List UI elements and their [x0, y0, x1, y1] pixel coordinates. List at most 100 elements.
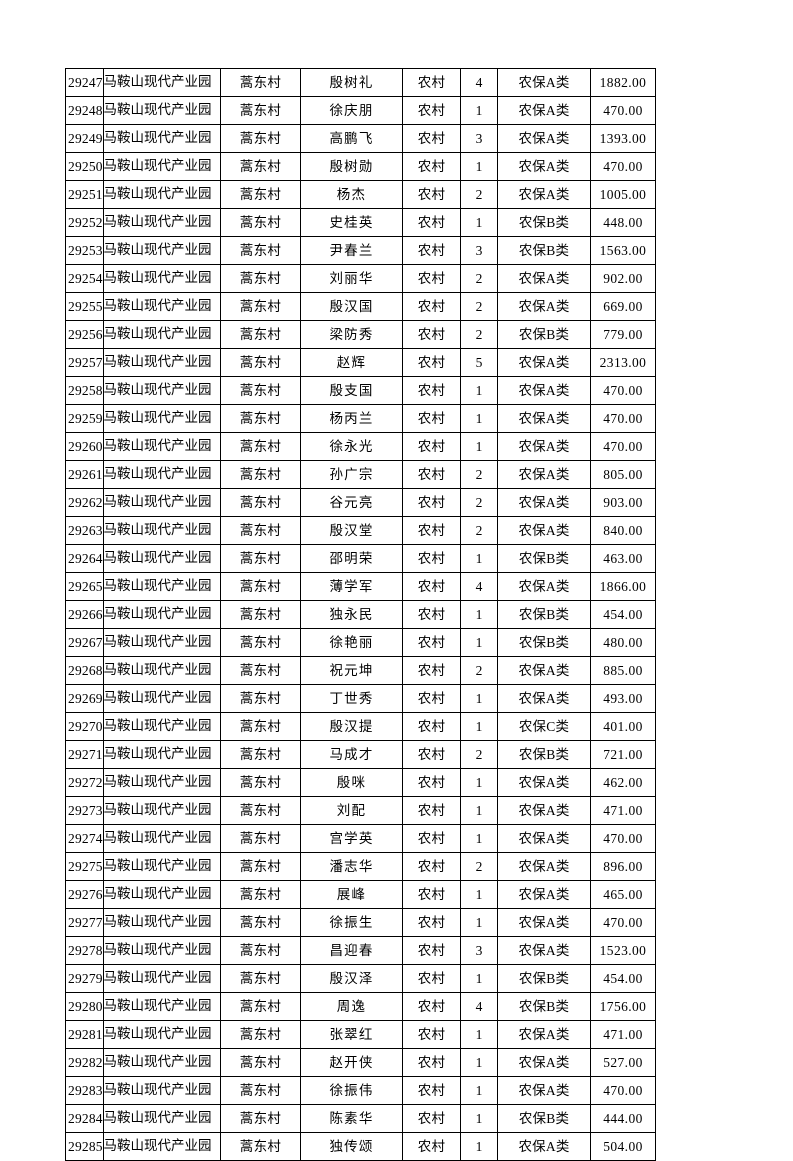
cell-person-name[interactable]: 徐艳丽: [300, 628, 403, 657]
table-row[interactable]: 29253州马鞍山现代产业园蒿东村尹春兰农村3农保B类1563.00: [65, 236, 656, 265]
cell-person-name[interactable]: 刘配: [300, 796, 403, 825]
cell-amount[interactable]: 527.00: [590, 1048, 656, 1077]
cell-insurance-category[interactable]: 农保B类: [497, 320, 591, 349]
table-row[interactable]: 29265州马鞍山现代产业园蒿东村薄学军农村4农保A类1866.00: [65, 572, 656, 601]
cell-serial-number[interactable]: 29282: [65, 1048, 104, 1077]
cell-amount[interactable]: 504.00: [590, 1132, 656, 1161]
cell-amount[interactable]: 805.00: [590, 460, 656, 489]
cell-amount[interactable]: 470.00: [590, 824, 656, 853]
table-row[interactable]: 29267州马鞍山现代产业园蒿东村徐艳丽农村1农保B类480.00: [65, 628, 656, 657]
cell-organization[interactable]: 州马鞍山现代产业园: [103, 208, 221, 237]
cell-organization[interactable]: 州马鞍山现代产业园: [103, 768, 221, 797]
cell-insurance-category[interactable]: 农保A类: [497, 768, 591, 797]
cell-village[interactable]: 蒿东村: [220, 544, 301, 573]
cell-village[interactable]: 蒿东村: [220, 1076, 301, 1105]
table-row[interactable]: 29275州马鞍山现代产业园蒿东村潘志华农村2农保A类896.00: [65, 852, 656, 881]
cell-person-count[interactable]: 2: [460, 852, 498, 881]
cell-amount[interactable]: 840.00: [590, 516, 656, 545]
table-row[interactable]: 29248州马鞍山现代产业园蒿东村徐庆朋农村1农保A类470.00: [65, 96, 656, 125]
cell-organization[interactable]: 州马鞍山现代产业园: [103, 544, 221, 573]
cell-serial-number[interactable]: 29278: [65, 936, 104, 965]
cell-village[interactable]: 蒿东村: [220, 1132, 301, 1161]
cell-amount[interactable]: 470.00: [590, 404, 656, 433]
cell-amount[interactable]: 471.00: [590, 796, 656, 825]
cell-amount[interactable]: 1866.00: [590, 572, 656, 601]
cell-village[interactable]: 蒿东村: [220, 68, 301, 97]
table-row[interactable]: 29251州马鞍山现代产业园蒿东村杨杰农村2农保A类1005.00: [65, 180, 656, 209]
cell-serial-number[interactable]: 29252: [65, 208, 104, 237]
cell-household-type[interactable]: 农村: [402, 656, 461, 685]
cell-organization[interactable]: 州马鞍山现代产业园: [103, 1132, 221, 1161]
cell-household-type[interactable]: 农村: [402, 404, 461, 433]
cell-village[interactable]: 蒿东村: [220, 656, 301, 685]
cell-village[interactable]: 蒿东村: [220, 572, 301, 601]
cell-person-name[interactable]: 马成才: [300, 740, 403, 769]
table-row[interactable]: 29262州马鞍山现代产业园蒿东村谷元亮农村2农保A类903.00: [65, 488, 656, 517]
cell-amount[interactable]: 462.00: [590, 768, 656, 797]
cell-household-type[interactable]: 农村: [402, 1104, 461, 1133]
cell-organization[interactable]: 州马鞍山现代产业园: [103, 124, 221, 153]
cell-amount[interactable]: 1882.00: [590, 68, 656, 97]
cell-village[interactable]: 蒿东村: [220, 824, 301, 853]
cell-insurance-category[interactable]: 农保A类: [497, 908, 591, 937]
cell-person-count[interactable]: 4: [460, 992, 498, 1021]
cell-person-count[interactable]: 1: [460, 376, 498, 405]
cell-insurance-category[interactable]: 农保B类: [497, 600, 591, 629]
cell-organization[interactable]: 州马鞍山现代产业园: [103, 880, 221, 909]
cell-person-count[interactable]: 1: [460, 880, 498, 909]
cell-person-name[interactable]: 高鹏飞: [300, 124, 403, 153]
cell-person-count[interactable]: 1: [460, 208, 498, 237]
cell-village[interactable]: 蒿东村: [220, 712, 301, 741]
cell-person-name[interactable]: 刘丽华: [300, 264, 403, 293]
cell-household-type[interactable]: 农村: [402, 460, 461, 489]
cell-household-type[interactable]: 农村: [402, 516, 461, 545]
cell-amount[interactable]: 465.00: [590, 880, 656, 909]
cell-household-type[interactable]: 农村: [402, 68, 461, 97]
cell-person-count[interactable]: 1: [460, 712, 498, 741]
cell-serial-number[interactable]: 29249: [65, 124, 104, 153]
cell-village[interactable]: 蒿东村: [220, 460, 301, 489]
cell-person-name[interactable]: 殷汉堂: [300, 516, 403, 545]
cell-serial-number[interactable]: 29256: [65, 320, 104, 349]
cell-person-count[interactable]: 2: [460, 460, 498, 489]
table-row[interactable]: 29280州马鞍山现代产业园蒿东村周逸农村4农保B类1756.00: [65, 992, 656, 1021]
cell-village[interactable]: 蒿东村: [220, 740, 301, 769]
table-row[interactable]: 29273州马鞍山现代产业园蒿东村刘配农村1农保A类471.00: [65, 796, 656, 825]
cell-person-name[interactable]: 潘志华: [300, 852, 403, 881]
cell-serial-number[interactable]: 29283: [65, 1076, 104, 1105]
cell-organization[interactable]: 州马鞍山现代产业园: [103, 712, 221, 741]
cell-organization[interactable]: 州马鞍山现代产业园: [103, 600, 221, 629]
cell-amount[interactable]: 896.00: [590, 852, 656, 881]
cell-person-count[interactable]: 2: [460, 320, 498, 349]
cell-person-count[interactable]: 1: [460, 1132, 498, 1161]
cell-organization[interactable]: 州马鞍山现代产业园: [103, 152, 221, 181]
cell-person-name[interactable]: 周逸: [300, 992, 403, 1021]
cell-village[interactable]: 蒿东村: [220, 908, 301, 937]
cell-insurance-category[interactable]: 农保A类: [497, 292, 591, 321]
cell-person-name[interactable]: 殷支国: [300, 376, 403, 405]
cell-household-type[interactable]: 农村: [402, 796, 461, 825]
cell-serial-number[interactable]: 29270: [65, 712, 104, 741]
table-row[interactable]: 29284州马鞍山现代产业园蒿东村陈素华农村1农保B类444.00: [65, 1104, 656, 1133]
cell-person-count[interactable]: 4: [460, 572, 498, 601]
cell-insurance-category[interactable]: 农保B类: [497, 1104, 591, 1133]
cell-insurance-category[interactable]: 农保A类: [497, 852, 591, 881]
table-row[interactable]: 29263州马鞍山现代产业园蒿东村殷汉堂农村2农保A类840.00: [65, 516, 656, 545]
cell-insurance-category[interactable]: 农保A类: [497, 68, 591, 97]
cell-household-type[interactable]: 农村: [402, 376, 461, 405]
cell-person-name[interactable]: 徐振伟: [300, 1076, 403, 1105]
cell-person-count[interactable]: 1: [460, 1020, 498, 1049]
cell-village[interactable]: 蒿东村: [220, 1020, 301, 1049]
cell-serial-number[interactable]: 29267: [65, 628, 104, 657]
cell-village[interactable]: 蒿东村: [220, 96, 301, 125]
table-row[interactable]: 29281州马鞍山现代产业园蒿东村张翠红农村1农保A类471.00: [65, 1020, 656, 1049]
cell-person-name[interactable]: 殷树勋: [300, 152, 403, 181]
cell-village[interactable]: 蒿东村: [220, 964, 301, 993]
table-row[interactable]: 29259州马鞍山现代产业园蒿东村杨丙兰农村1农保A类470.00: [65, 404, 656, 433]
cell-insurance-category[interactable]: 农保A类: [497, 1020, 591, 1049]
table-row[interactable]: 29261州马鞍山现代产业园蒿东村孙广宗农村2农保A类805.00: [65, 460, 656, 489]
table-row[interactable]: 29257州马鞍山现代产业园蒿东村赵辉农村5农保A类2313.00: [65, 348, 656, 377]
cell-person-name[interactable]: 祝元坤: [300, 656, 403, 685]
cell-person-count[interactable]: 1: [460, 908, 498, 937]
cell-person-count[interactable]: 2: [460, 264, 498, 293]
